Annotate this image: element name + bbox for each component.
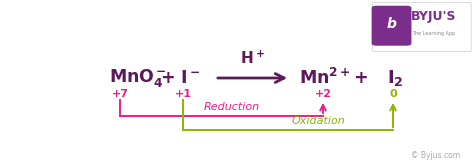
Text: 0: 0	[389, 89, 397, 99]
Text: $\mathbf{+\ I^-}$: $\mathbf{+\ I^-}$	[160, 69, 200, 87]
Text: +2: +2	[315, 89, 331, 99]
Text: $\mathbf{+}$: $\mathbf{+}$	[353, 69, 367, 87]
Text: The Learning App: The Learning App	[412, 31, 455, 36]
Text: © Byjus.com: © Byjus.com	[411, 151, 460, 160]
Text: $\mathbf{MnO_4^-}$: $\mathbf{MnO_4^-}$	[109, 67, 167, 89]
Text: b: b	[387, 17, 396, 31]
FancyBboxPatch shape	[372, 6, 411, 46]
FancyBboxPatch shape	[373, 2, 471, 51]
Text: Oxidation: Oxidation	[291, 116, 345, 126]
Text: +1: +1	[174, 89, 191, 99]
Text: +7: +7	[111, 89, 128, 99]
Text: BYJU'S: BYJU'S	[410, 10, 456, 23]
Text: $\mathbf{Mn^{2+}}$: $\mathbf{Mn^{2+}}$	[299, 68, 351, 88]
Text: Reduction: Reduction	[203, 102, 260, 112]
Text: $\mathbf{H^+}$: $\mathbf{H^+}$	[240, 49, 265, 67]
Text: $\mathbf{I_2}$: $\mathbf{I_2}$	[387, 68, 403, 88]
